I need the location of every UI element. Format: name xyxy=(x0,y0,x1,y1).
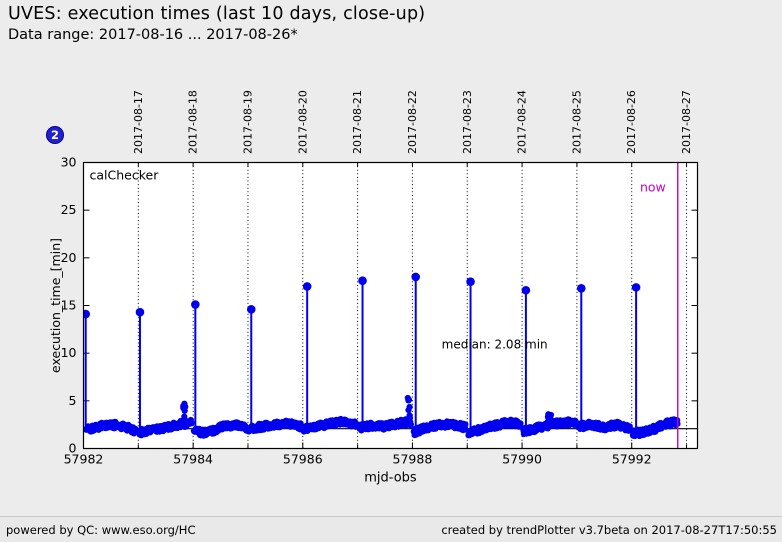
x-tick-label: 57988 xyxy=(393,452,433,467)
spike-point xyxy=(83,309,90,319)
x-tick-label: 57990 xyxy=(502,452,542,467)
spike-point xyxy=(411,272,421,282)
y-tick-label: 5 xyxy=(69,393,77,408)
y-tick-label: 25 xyxy=(61,202,77,217)
data-point xyxy=(406,403,413,411)
spike-point xyxy=(302,282,312,291)
data-point xyxy=(405,396,413,404)
x-tick-label: 57992 xyxy=(612,452,652,467)
data-point xyxy=(407,421,414,428)
date-label: 2017-08-26 xyxy=(625,90,638,154)
page-title: UVES: execution times (last 10 days, clo… xyxy=(8,4,426,24)
data-point xyxy=(181,404,188,411)
chart-canvas: 2017-08-17 2017-08-18 2017-08-19 2017-08-20… xyxy=(48,90,699,486)
x-axis-title: mjd-obs xyxy=(364,471,417,486)
y-tick-label: 10 xyxy=(61,345,77,360)
date-label: 2017-08-20 xyxy=(296,90,309,154)
y-axis-title: execution_time_[min] xyxy=(48,238,63,373)
footer-bar: powered by QC: www.eso.org/HC created by… xyxy=(0,516,782,542)
data-range-subtitle: Data range: 2017-08-16 ... 2017-08-26* xyxy=(8,27,298,43)
date-label: 2017-08-25 xyxy=(570,90,583,154)
plot-border xyxy=(82,161,699,450)
date-label: 2017-08-22 xyxy=(406,90,419,154)
spike-point xyxy=(631,283,641,292)
data-layer xyxy=(83,162,698,449)
execution-time-chart: 2017-08-17 2017-08-18 2017-08-19 2017-08-20… xyxy=(0,58,782,516)
x-tick-label: 57986 xyxy=(283,452,323,467)
date-label: 2017-08-17 xyxy=(132,90,145,154)
spike-point xyxy=(246,305,256,314)
date-label: 2017-08-18 xyxy=(187,90,200,154)
median-annotation: median: 2.08 min xyxy=(442,337,548,351)
date-label: 2017-08-24 xyxy=(516,90,529,154)
spike-point xyxy=(358,276,367,286)
spike-point xyxy=(466,277,475,286)
spike-point xyxy=(191,300,200,309)
y-tick-label: 30 xyxy=(61,155,77,170)
date-label: 2017-08-23 xyxy=(461,90,474,154)
spike-point xyxy=(135,307,145,317)
calchecker-label: calChecker xyxy=(90,168,160,183)
plot-area xyxy=(83,162,698,449)
footer-created-by: created by trendPlotter v3.7beta on 2017… xyxy=(441,522,777,537)
report-count-label: 2 xyxy=(50,128,59,142)
report-count-badge: 2 xyxy=(46,126,64,144)
y-tick-label: 15 xyxy=(61,298,77,313)
data-point xyxy=(462,421,469,428)
data-point xyxy=(181,416,188,423)
now-label: now xyxy=(640,180,666,195)
spike-point xyxy=(576,284,586,293)
y-tick-label: 0 xyxy=(69,441,77,456)
spike-point xyxy=(521,285,531,295)
data-point xyxy=(406,414,414,421)
x-tick-label: 57982 xyxy=(64,452,104,467)
data-point xyxy=(188,419,195,427)
y-tick-label: 20 xyxy=(61,250,77,265)
footer-powered-by: powered by QC: www.eso.org/HC xyxy=(6,522,196,537)
date-label: 2017-08-27 xyxy=(680,90,693,154)
data-point xyxy=(517,420,524,427)
date-label: 2017-08-21 xyxy=(351,90,364,154)
date-label: 2017-08-19 xyxy=(241,90,254,154)
data-point xyxy=(544,413,552,420)
x-tick-label: 57984 xyxy=(173,452,213,467)
